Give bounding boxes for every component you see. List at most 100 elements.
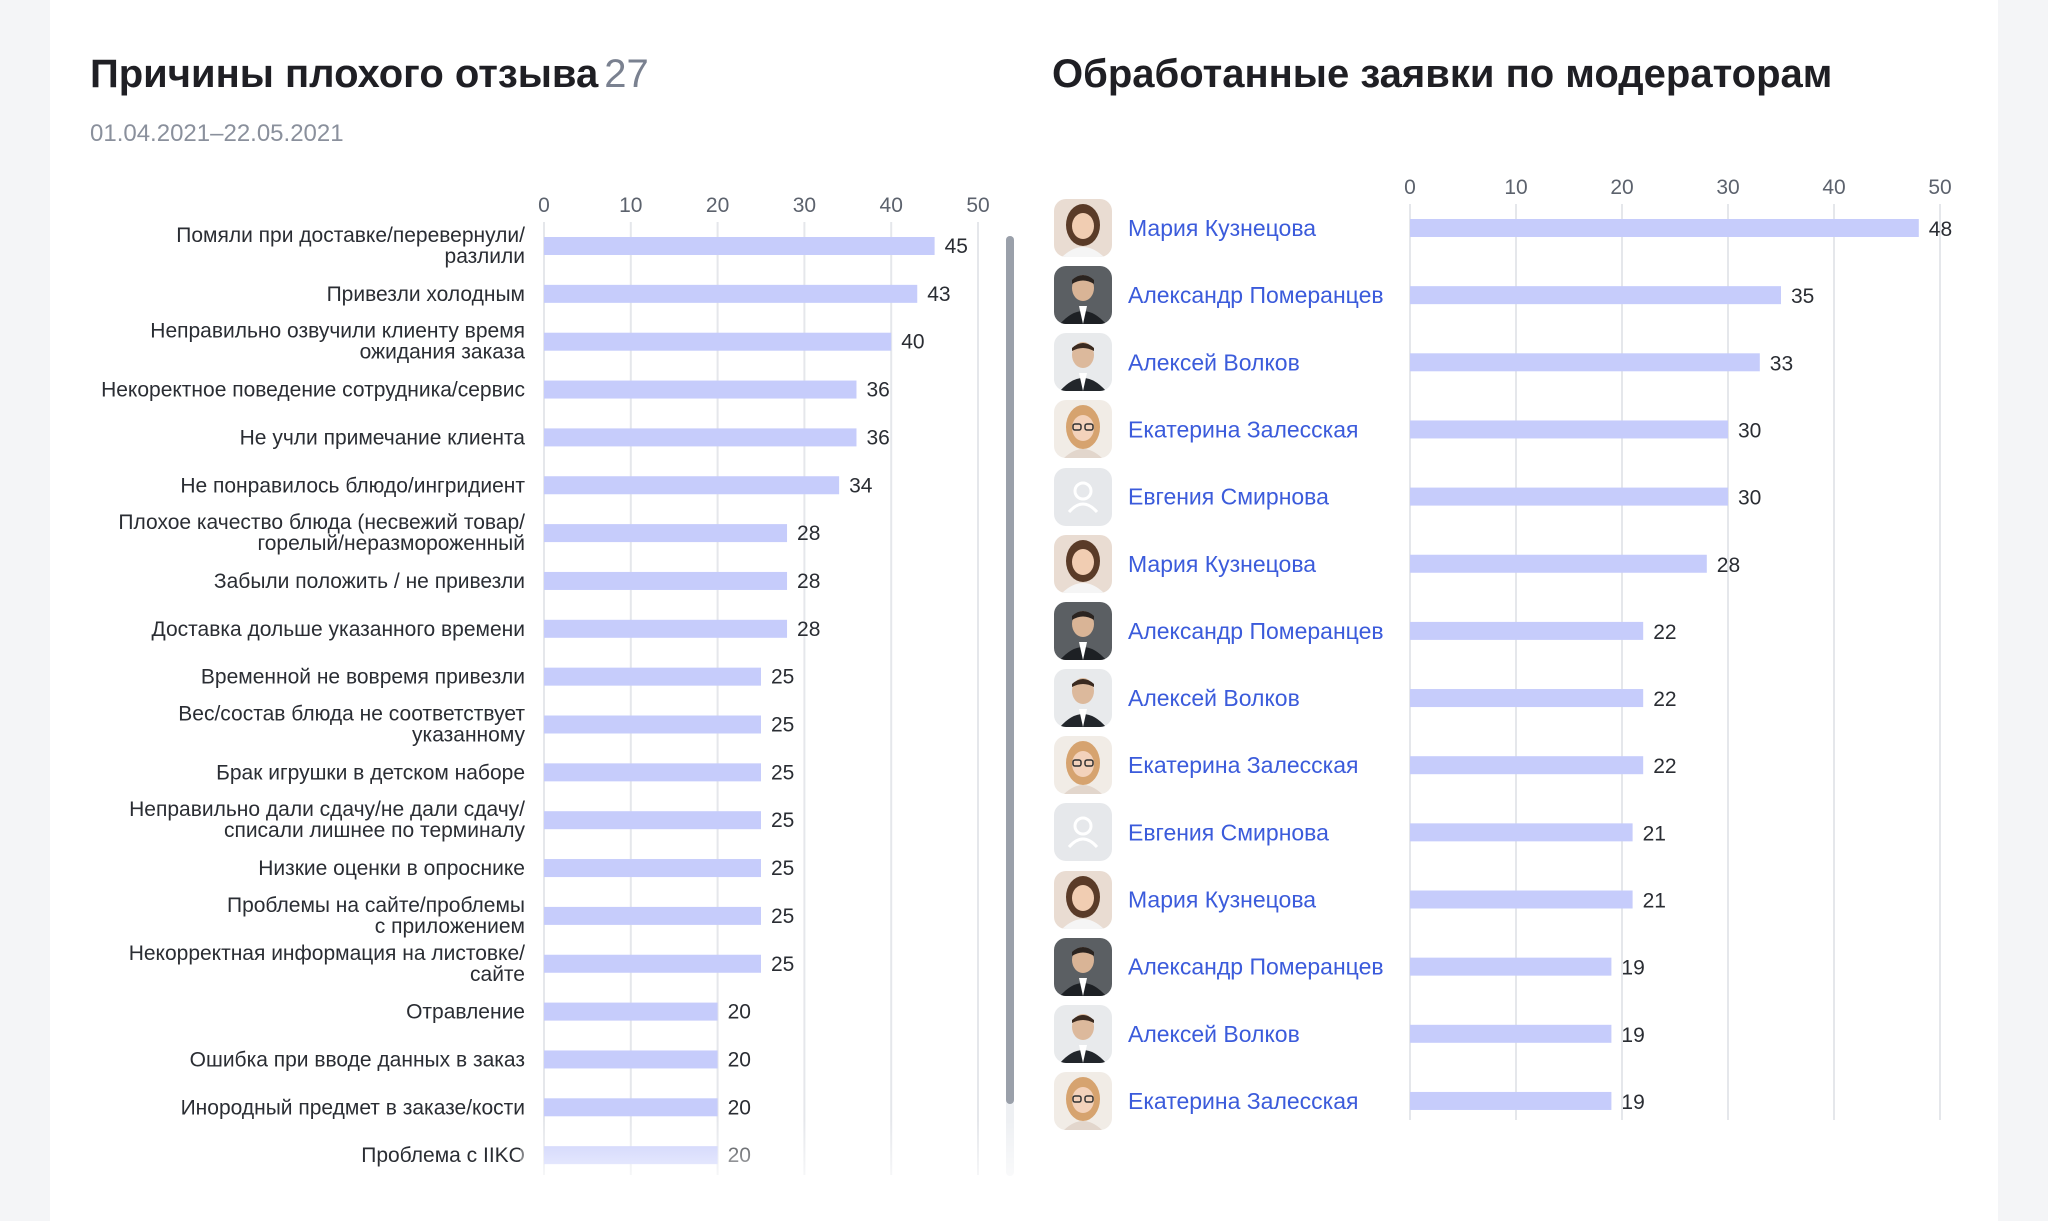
placeholder-user-icon xyxy=(1054,467,1112,526)
reason-bar xyxy=(544,667,761,686)
reasons-axis-tick: 10 xyxy=(619,194,642,217)
reason-label: Помяли при доставке/перевернули/разлили xyxy=(176,224,525,268)
moderator-name-link[interactable]: Екатерина Залесская xyxy=(1128,752,1359,778)
reason-label: Не учли примечание клиента xyxy=(240,426,526,449)
moderator-bar xyxy=(1410,1024,1612,1043)
moderator-name-link[interactable]: Евгения Смирнова xyxy=(1128,484,1329,510)
reasons-chart-title: Причины плохого отзыва 27 xyxy=(90,52,649,97)
reason-label: Неправильно дали сдачу/не дали сдачу/спи… xyxy=(129,798,525,842)
reason-value-label: 25 xyxy=(771,953,794,976)
reason-value-label: 34 xyxy=(849,474,873,497)
reason-label: Ошибка при вводе данных в заказ xyxy=(190,1048,525,1071)
moderator-bar xyxy=(1410,353,1760,372)
moderator-name-link[interactable]: Мария Кузнецова xyxy=(1128,551,1316,577)
moderator-value-label: 22 xyxy=(1653,688,1676,711)
moderator-name-link[interactable]: Александр Померанцев xyxy=(1128,282,1384,308)
reason-value-label: 25 xyxy=(771,761,794,784)
moderator-value-label: 35 xyxy=(1791,285,1814,308)
man-light-suit-avatar xyxy=(1054,1004,1112,1063)
reason-bar xyxy=(544,859,761,878)
moderator-bar xyxy=(1410,1091,1612,1110)
reason-value-label: 25 xyxy=(771,809,794,832)
reason-label: Неправильно озвучили клиенту время ожидан… xyxy=(150,320,525,364)
reason-label: Забыли положить / не привезли xyxy=(214,570,525,593)
moderator-name-link[interactable]: Алексей Волков xyxy=(1128,349,1300,375)
moderator-name-link[interactable]: Мария Кузнецова xyxy=(1128,215,1316,241)
reason-label: Вес/состав блюда не соответствует указанн… xyxy=(178,703,525,747)
reason-bar xyxy=(544,380,857,399)
moderator-name-link[interactable]: Алексей Волков xyxy=(1128,1021,1300,1047)
moderator-name-link[interactable]: Екатерина Залесская xyxy=(1128,416,1359,442)
reason-label: Временной не вовремя привезли xyxy=(201,666,525,689)
moderator-name-link[interactable]: Евгения Смирнова xyxy=(1128,819,1329,845)
moderator-bar xyxy=(1410,756,1644,775)
reason-bar xyxy=(544,954,761,973)
date-range: 01.04.2021–22.05.2021 xyxy=(90,120,344,147)
reason-value-label: 20 xyxy=(728,1001,751,1024)
reasons-axis-tick: 20 xyxy=(706,194,729,217)
report-card xyxy=(50,0,1998,1221)
man-light-suit-avatar xyxy=(1054,669,1112,728)
woman-brunette-avatar xyxy=(1054,870,1112,929)
reason-value-label: 28 xyxy=(797,570,820,593)
moderator-value-label: 21 xyxy=(1643,822,1666,845)
moderator-bar xyxy=(1410,420,1728,439)
reason-bar xyxy=(544,571,788,590)
moderator-bar xyxy=(1410,219,1919,237)
moderator-name-link[interactable]: Мария Кузнецова xyxy=(1128,887,1316,913)
reasons-axis-tick: 0 xyxy=(538,194,550,217)
moderator-name-link[interactable]: Екатерина Залесская xyxy=(1128,1088,1359,1114)
reason-bar xyxy=(544,237,935,255)
man-light-suit-avatar xyxy=(1054,333,1112,392)
reason-value-label: 43 xyxy=(927,283,950,306)
moderator-value-label: 21 xyxy=(1643,890,1666,913)
moderator-bar xyxy=(1410,689,1644,708)
reason-value-label: 20 xyxy=(728,1096,751,1119)
reason-label: Привезли холодным xyxy=(327,283,525,306)
moderator-value-label: 22 xyxy=(1653,621,1676,644)
reason-label: Некорректная информация на листовке/сайт… xyxy=(129,942,525,986)
moderators-chart-title: Обработанные заявки по модераторам xyxy=(1052,52,1833,96)
moderator-value-label: 30 xyxy=(1738,487,1761,510)
placeholder-user-icon xyxy=(1054,803,1112,862)
reason-bar xyxy=(544,619,788,638)
reason-value-label: 36 xyxy=(866,426,889,449)
moderator-name-link[interactable]: Александр Померанцев xyxy=(1128,954,1384,980)
woman-blonde-glasses-avatar xyxy=(1054,736,1112,795)
moderator-name-link[interactable]: Алексей Волков xyxy=(1128,685,1300,711)
moderators-axis-tick: 20 xyxy=(1610,176,1633,199)
reason-bar xyxy=(544,1002,718,1021)
reasons-count: 27 xyxy=(604,52,649,96)
reason-bar xyxy=(544,1098,718,1117)
moderator-bar xyxy=(1410,957,1612,976)
reason-value-label: 40 xyxy=(901,331,924,354)
moderator-name-link[interactable]: Александр Померанцев xyxy=(1128,618,1384,644)
reason-label: Плохое качество блюда (несвежий товар/го… xyxy=(118,511,525,555)
moderator-bar xyxy=(1410,286,1781,305)
reason-label: Низкие оценки в опроснике xyxy=(258,857,525,880)
reasons-axis-tick: 40 xyxy=(880,194,903,217)
reason-bar xyxy=(544,763,761,782)
reason-label: Отравление xyxy=(406,1001,525,1024)
moderator-bar xyxy=(1410,487,1728,506)
man-dark-suit-avatar xyxy=(1054,601,1112,660)
reason-label: Доставка дольше указанного времени xyxy=(152,618,526,641)
reason-value-label: 25 xyxy=(771,857,794,880)
reason-bar xyxy=(544,1050,718,1069)
list-fade-overlay xyxy=(520,1120,1020,1221)
reason-bar xyxy=(544,715,761,734)
moderators-axis-tick: 10 xyxy=(1504,176,1527,199)
woman-brunette-avatar xyxy=(1054,534,1112,593)
reasons-scrollbar-thumb[interactable] xyxy=(1006,236,1014,1104)
woman-blonde-glasses-avatar xyxy=(1054,400,1112,459)
reasons-title-text: Причины плохого отзыва xyxy=(90,52,599,96)
reason-bar xyxy=(544,284,918,303)
reason-value-label: 25 xyxy=(771,666,794,689)
reason-bar xyxy=(544,524,788,543)
moderator-value-label: 28 xyxy=(1717,554,1740,577)
moderator-value-label: 22 xyxy=(1653,755,1676,778)
reasons-axis-tick: 30 xyxy=(793,194,816,217)
reason-bar xyxy=(544,906,761,925)
reason-value-label: 20 xyxy=(728,1048,751,1071)
